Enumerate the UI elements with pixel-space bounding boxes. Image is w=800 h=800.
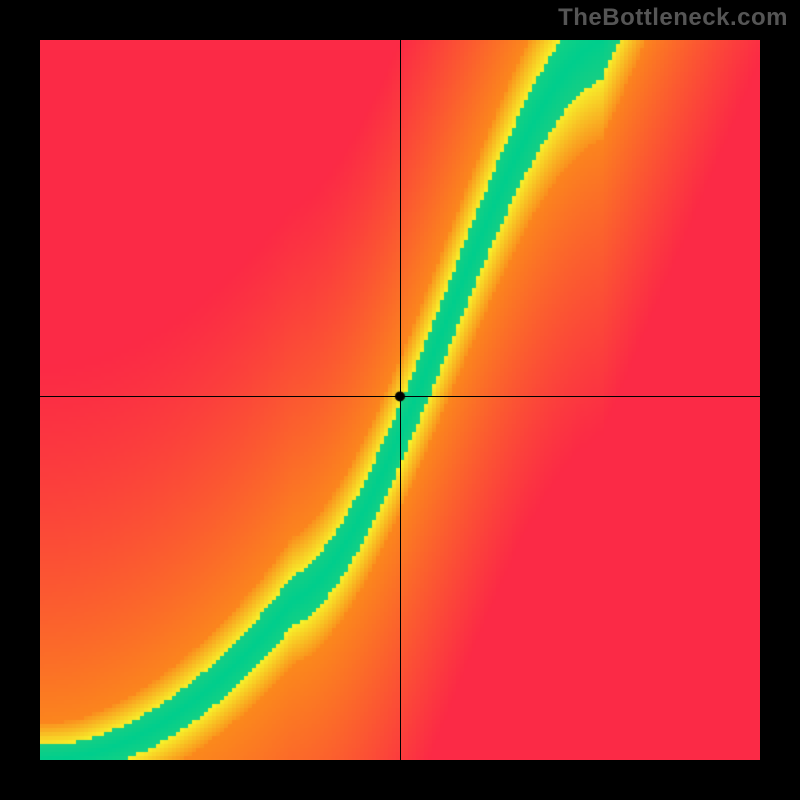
crosshair-vertical xyxy=(400,40,401,760)
chart-container: TheBottleneck.com xyxy=(0,0,800,800)
watermark-label: TheBottleneck.com xyxy=(558,4,788,32)
heatmap-plot xyxy=(40,40,760,760)
